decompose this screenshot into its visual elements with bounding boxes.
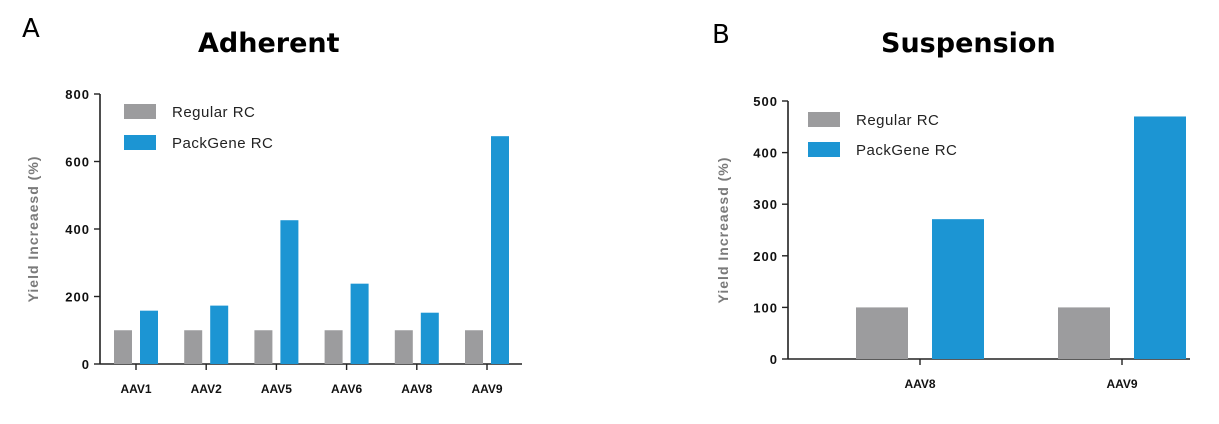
y-tick-label: 100 <box>753 300 778 315</box>
panel-letter: B <box>712 20 730 50</box>
y-tick-label: 300 <box>753 197 778 212</box>
y-tick-label: 600 <box>65 155 90 170</box>
y-axis-label: Yield Increaesd (%) <box>715 157 731 304</box>
bar-regular-rc-aav6 <box>324 330 343 364</box>
legend-swatch <box>808 112 840 127</box>
bar-packgene-rc-aav6 <box>350 283 369 364</box>
bar-regular-rc-aav9 <box>1058 307 1110 359</box>
bar-packgene-rc-aav1 <box>140 310 158 364</box>
bar-packgene-rc-aav9 <box>1134 116 1186 359</box>
bar-regular-rc-aav1 <box>114 330 132 364</box>
x-tick-label: AAV8 <box>401 382 432 396</box>
bar-regular-rc-aav5 <box>254 330 273 364</box>
bar-packgene-rc-aav9 <box>491 136 509 364</box>
y-tick-label: 400 <box>65 222 90 237</box>
legend-label: Regular RC <box>856 112 939 129</box>
legend-swatch <box>124 135 156 150</box>
y-tick-label: 200 <box>753 249 778 264</box>
legend-swatch <box>124 104 156 119</box>
x-tick-label: AAV2 <box>191 382 222 396</box>
y-tick-label: 0 <box>82 357 90 372</box>
panel-a: A Adherent 0 200 400 600 800 Yield Increaesd … <box>0 0 560 424</box>
bar-regular-rc-aav2 <box>184 330 203 364</box>
chart-adherent: 0 200 400 600 800 Yield Increaesd (%) AAV1 AAV2… <box>25 87 522 396</box>
bar-packgene-rc-aav2 <box>210 305 229 364</box>
bar-packgene-rc-aav8 <box>932 219 984 359</box>
x-tick-label: AAV1 <box>120 382 151 396</box>
chart-title: Suspension <box>881 28 1056 59</box>
y-tick-label: 0 <box>770 352 778 367</box>
y-axis-label: Yield Increaesd (%) <box>25 156 41 303</box>
x-tick-label: AAV6 <box>331 382 362 396</box>
x-tick-label: AAV5 <box>261 382 292 396</box>
y-tick-label: 800 <box>65 87 90 102</box>
bar-regular-rc-aav8 <box>394 330 413 364</box>
chart-title: Adherent <box>198 28 340 59</box>
legend-swatch <box>808 142 840 157</box>
legend-label: Regular RC <box>172 104 255 121</box>
bar-regular-rc-aav8 <box>856 307 908 359</box>
y-tick-label: 400 <box>753 146 778 161</box>
y-tick-label: 500 <box>753 94 778 109</box>
legend-label: PackGene RC <box>172 135 273 152</box>
bar-regular-rc-aav9 <box>465 330 483 364</box>
panel-letter: A <box>22 14 40 44</box>
x-tick-label: AAV9 <box>471 382 502 396</box>
y-tick-label: 200 <box>65 290 90 305</box>
legend-label: PackGene RC <box>856 142 957 159</box>
x-tick-label: AAV9 <box>1106 377 1137 391</box>
bar-packgene-rc-aav5 <box>280 220 299 364</box>
bar-packgene-rc-aav8 <box>420 312 439 364</box>
x-tick-label: AAV8 <box>904 377 935 391</box>
